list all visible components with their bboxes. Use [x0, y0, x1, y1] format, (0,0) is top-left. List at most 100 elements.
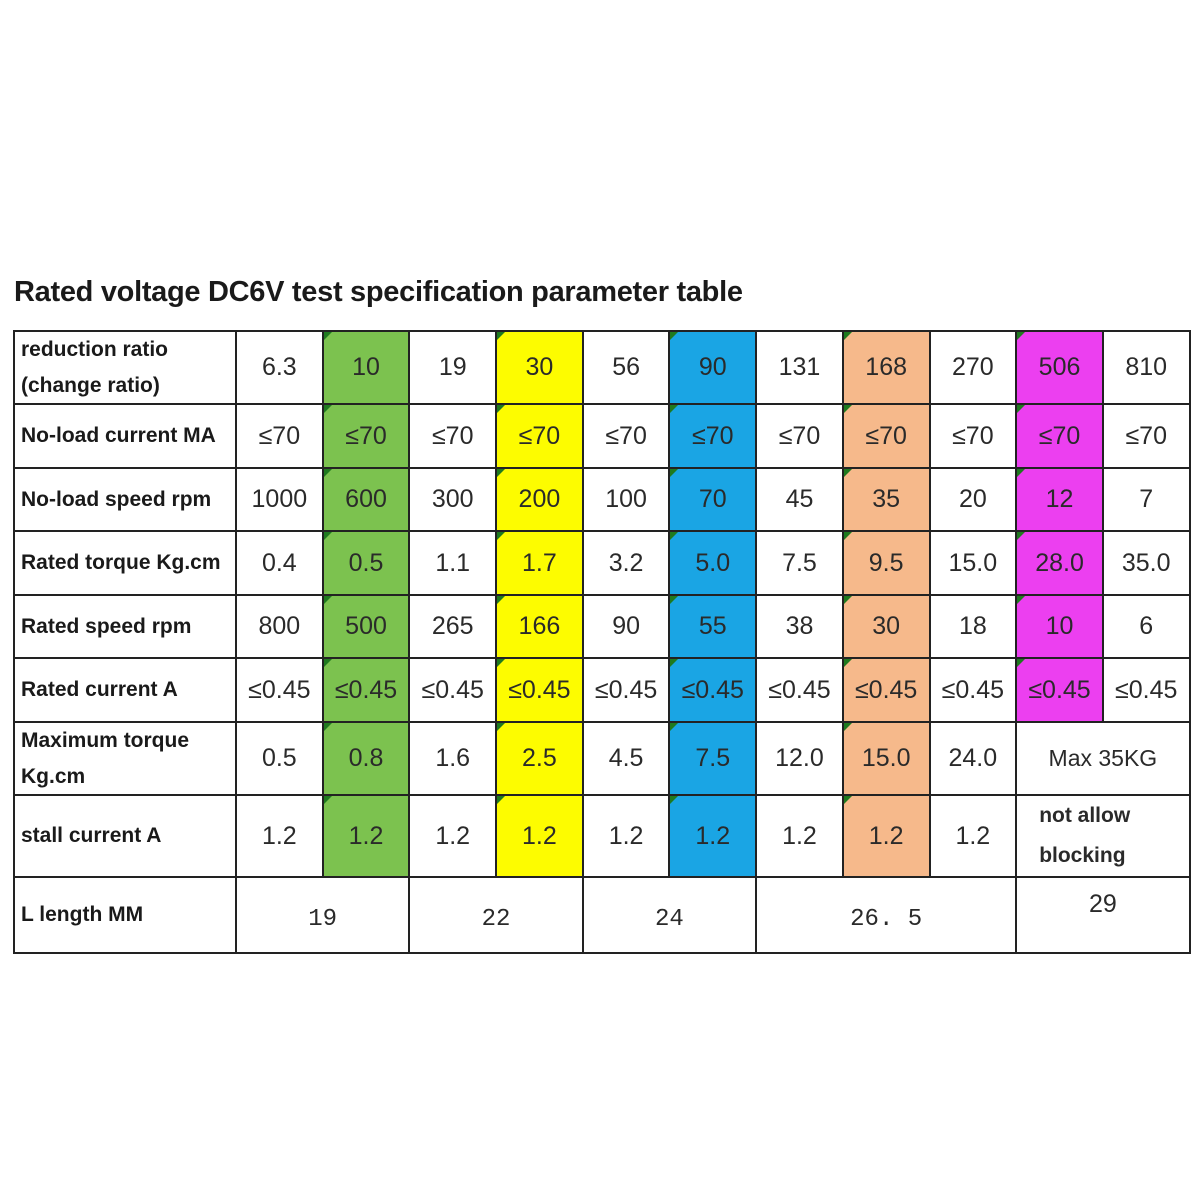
table-cell: 55 — [668, 593, 758, 660]
table-cell: ≤0.45 — [928, 657, 1018, 723]
table-cell: 166 — [495, 593, 584, 660]
table-cell: 6 — [1101, 593, 1191, 660]
row-label: Rated speed rpm — [13, 593, 237, 660]
table-cell: 7.5 — [755, 530, 844, 596]
table-cell: ≤0.45 — [755, 657, 844, 723]
row-label: Maximum torque Kg.cm — [13, 720, 237, 797]
row-label: Rated current A — [13, 657, 237, 723]
table-cell: 10 — [321, 329, 411, 406]
merged-cell: not allow blocking — [1015, 794, 1191, 879]
table-cell: 506 — [1015, 329, 1104, 406]
table-cell: 30 — [495, 329, 584, 406]
table-cell: 0.4 — [235, 530, 324, 596]
length-cell: 29 — [1015, 876, 1191, 954]
table-cell: 10 — [1015, 593, 1104, 660]
table-cell: ≤0.45 — [495, 657, 584, 723]
table-cell: 12.0 — [755, 720, 844, 797]
table-cell: ≤0.45 — [1015, 657, 1104, 723]
table-cell: 500 — [321, 593, 411, 660]
row-label: No-load speed rpm — [13, 466, 237, 533]
table-cell: 810 — [1101, 329, 1191, 406]
table-cell: 70 — [668, 466, 758, 533]
table-cell: 6.3 — [235, 329, 324, 406]
table-cell: ≤70 — [408, 403, 498, 469]
table-cell: 100 — [581, 466, 671, 533]
table-cell: 1.2 — [755, 794, 844, 879]
table-cell: ≤0.45 — [841, 657, 931, 723]
table-cell: 28.0 — [1015, 530, 1104, 596]
table-cell: 0.8 — [321, 720, 411, 797]
table-cell: 5.0 — [668, 530, 758, 596]
table-cell: ≤70 — [581, 403, 671, 469]
table-cell: 270 — [928, 329, 1018, 406]
table-cell: 1.2 — [581, 794, 671, 879]
table-cell: 15.0 — [841, 720, 931, 797]
table-cell: ≤0.45 — [408, 657, 498, 723]
row-label: stall current A — [13, 794, 237, 879]
table-row: reduction ratio (change ratio) 6.3 10 19 30 56… — [13, 329, 1191, 406]
table-row: Rated torque Kg.cm 0.4 0.5 1.1 1.7 3.2 5.0 7.5 9… — [13, 530, 1191, 596]
table-cell: ≤70 — [321, 403, 411, 469]
table-cell: 35.0 — [1101, 530, 1191, 596]
table-cell: 300 — [408, 466, 498, 533]
table-cell: 0.5 — [235, 720, 324, 797]
table-cell: 45 — [755, 466, 844, 533]
table-row: No-load current MA ≤70 ≤70 ≤70 ≤70 ≤70 ≤70 ≤70 ≤… — [13, 403, 1191, 469]
table-cell: ≤70 — [495, 403, 584, 469]
table-cell: ≤0.45 — [581, 657, 671, 723]
row-label: L length MM — [13, 876, 237, 954]
table-cell: 1.2 — [495, 794, 584, 879]
table-cell: 18 — [928, 593, 1018, 660]
table-cell: 38 — [755, 593, 844, 660]
table-cell: 131 — [755, 329, 844, 406]
table-cell: 12 — [1015, 466, 1104, 533]
table-cell: 0.5 — [321, 530, 411, 596]
table-cell: ≤0.45 — [321, 657, 411, 723]
table-cell: ≤0.45 — [1101, 657, 1191, 723]
table-cell: 600 — [321, 466, 411, 533]
row-label: reduction ratio (change ratio) — [13, 329, 237, 406]
table-cell: 1.2 — [928, 794, 1018, 879]
table-cell: ≤70 — [755, 403, 844, 469]
table-cell: ≤70 — [928, 403, 1018, 469]
table-row: Rated speed rpm 800 500 265 166 90 55 38 30 18 10 6 — [13, 593, 1191, 660]
length-cell: 26. 5 — [755, 876, 1018, 954]
table-cell: ≤0.45 — [235, 657, 324, 723]
table-cell: ≤70 — [235, 403, 324, 469]
table-cell: 56 — [581, 329, 671, 406]
table-cell: 800 — [235, 593, 324, 660]
table-cell: 90 — [581, 593, 671, 660]
table-cell: 1.2 — [235, 794, 324, 879]
table-cell: 1.6 — [408, 720, 498, 797]
table-row-length: L length MM 19 22 24 26. 5 29 — [13, 876, 1191, 954]
table-cell: 1.2 — [408, 794, 498, 879]
table-cell: 2.5 — [495, 720, 584, 797]
table-cell: 9.5 — [841, 530, 931, 596]
table-cell: 15.0 — [928, 530, 1018, 596]
merged-cell: Max 35KG — [1015, 720, 1191, 797]
length-cell: 22 — [408, 876, 584, 954]
table-cell: 3.2 — [581, 530, 671, 596]
table-cell: 4.5 — [581, 720, 671, 797]
table-cell: 90 — [668, 329, 758, 406]
table-cell: 19 — [408, 329, 498, 406]
table-cell: 1.2 — [841, 794, 931, 879]
table-cell: ≤70 — [841, 403, 931, 469]
table-row: Rated current A ≤0.45 ≤0.45 ≤0.45 ≤0.45 ≤0.45… — [13, 657, 1191, 723]
table-cell: 200 — [495, 466, 584, 533]
table-cell: 265 — [408, 593, 498, 660]
table-cell: ≤70 — [1101, 403, 1191, 469]
length-cell: 24 — [581, 876, 758, 954]
table-cell: 30 — [841, 593, 931, 660]
table-title: Rated voltage DC6V test specification pa… — [14, 276, 743, 308]
table-cell: 1.7 — [495, 530, 584, 596]
table-cell: 7.5 — [668, 720, 758, 797]
table-cell: 24.0 — [928, 720, 1018, 797]
row-label: Rated torque Kg.cm — [13, 530, 237, 596]
table-row: No-load speed rpm 1000 600 300 200 100 70 45 35 2… — [13, 466, 1191, 533]
table-cell: 20 — [928, 466, 1018, 533]
table-cell: ≤70 — [1015, 403, 1104, 469]
table-row: Maximum torque Kg.cm 0.5 0.8 1.6 2.5 4.5 7.5 12.… — [13, 720, 1191, 797]
spec-table: reduction ratio (change ratio) 6.3 10 19 30 56… — [13, 329, 1191, 954]
table-cell: 1000 — [235, 466, 324, 533]
